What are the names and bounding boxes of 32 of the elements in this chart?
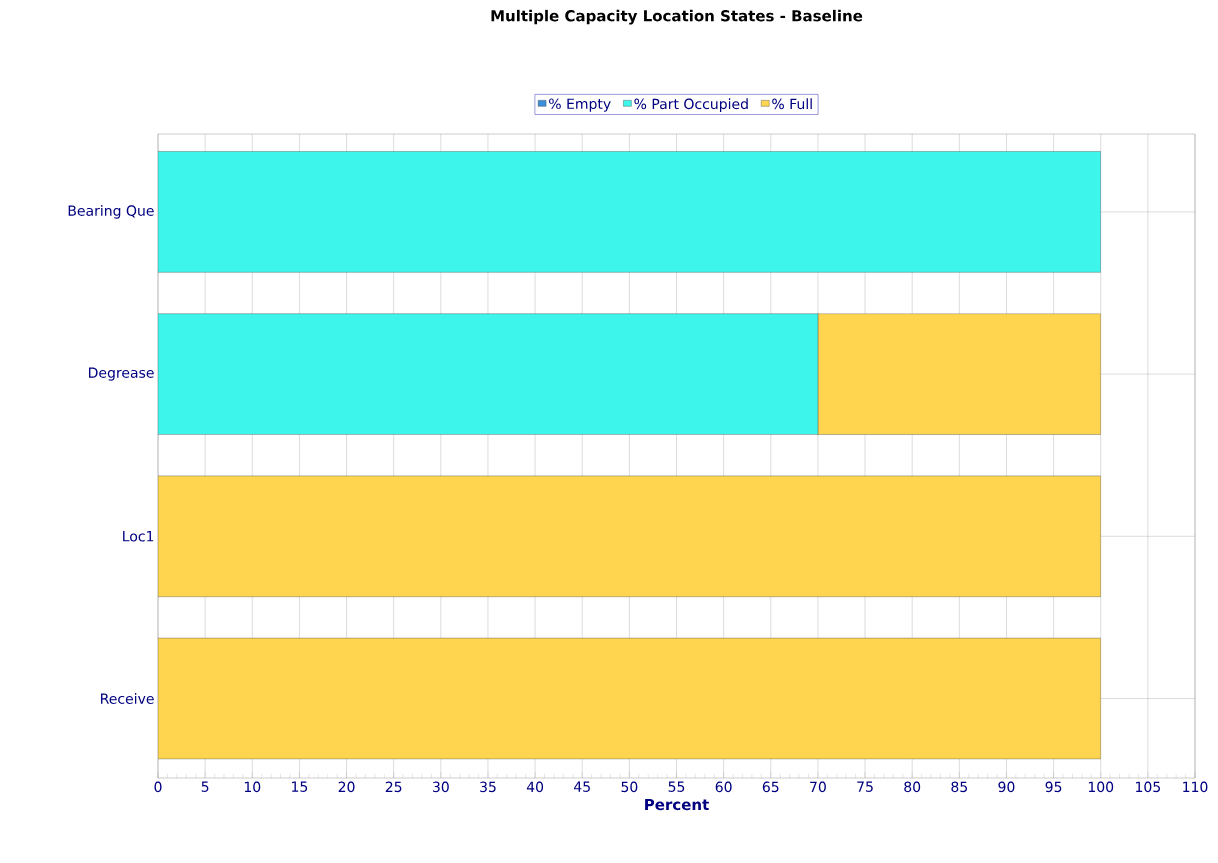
x-tick-label: 35 — [480, 781, 496, 793]
x-tick-label: 110 — [1183, 781, 1208, 793]
x-tick-label: 75 — [857, 781, 873, 792]
x-tick-label: 80 — [904, 781, 921, 793]
x-tick-label: 100 — [1088, 781, 1114, 793]
legend-label: % Part Occupied — [634, 98, 748, 112]
legend-label: % Full — [772, 98, 812, 110]
x-tick-label: 40 — [526, 781, 544, 793]
y-tick-label: Loc1 — [123, 531, 154, 542]
x-tick-label: 105 — [1136, 781, 1160, 793]
x-tick-label: 45 — [574, 781, 590, 792]
x-tick-label: 0 — [154, 781, 162, 793]
x-tick-label: 60 — [715, 781, 732, 793]
y-tick-label: Bearing Que — [68, 205, 154, 219]
x-tick-label: 25 — [385, 781, 402, 793]
x-tick-label: 50 — [621, 781, 638, 793]
x-axis-title: Percent — [645, 799, 709, 811]
x-tick-label: 20 — [338, 781, 355, 793]
x-tick-label: 85 — [951, 781, 967, 793]
x-tick-label: 5 — [201, 781, 209, 792]
x-tick-label: 65 — [762, 781, 779, 793]
x-tick-label: 95 — [1045, 781, 1062, 793]
x-tick-label: 10 — [244, 781, 261, 793]
y-tick-label: Receive — [101, 693, 154, 704]
x-tick-label: 90 — [998, 781, 1015, 793]
x-tick-label: 70 — [810, 781, 826, 793]
chart-title: Multiple Capacity Location States - Baseline — [491, 9, 863, 25]
x-tick-label: 55 — [668, 781, 685, 792]
x-tick-label: 15 — [292, 781, 308, 792]
legend-label: % Empty — [549, 98, 611, 112]
x-tick-label: 30 — [432, 781, 449, 793]
y-tick-label: Degrease — [89, 367, 154, 381]
